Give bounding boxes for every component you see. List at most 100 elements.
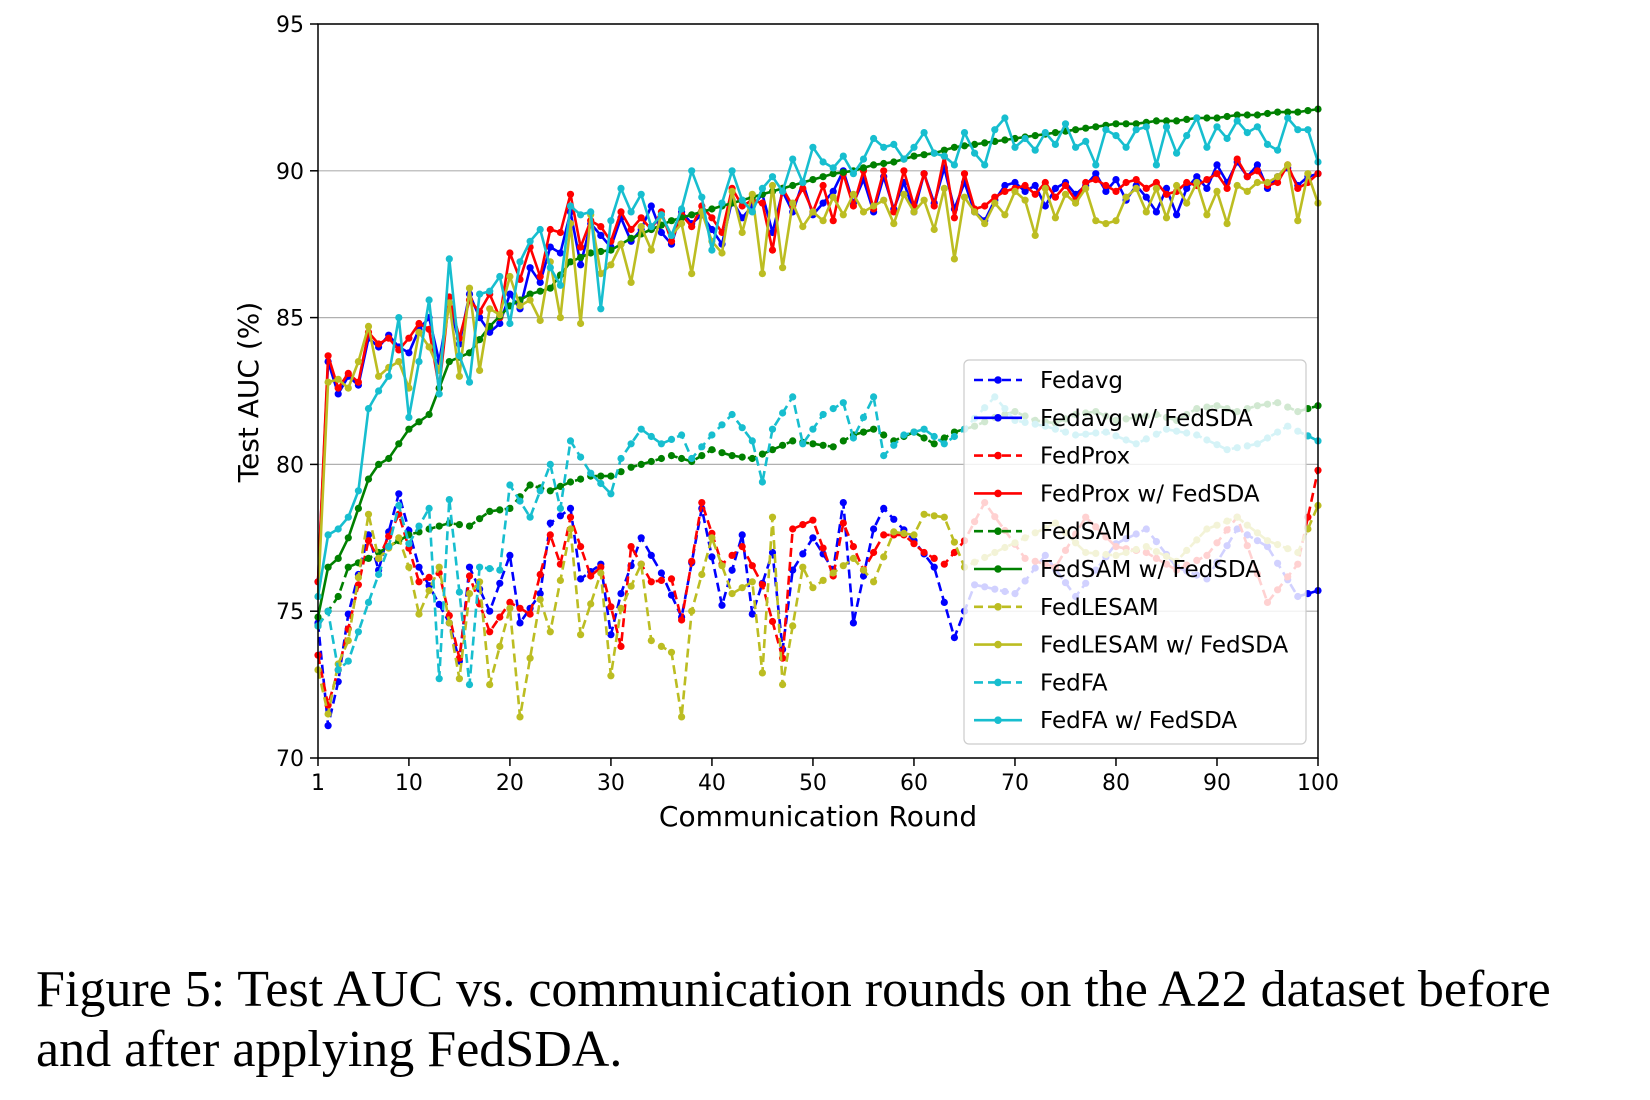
data-point	[516, 302, 524, 310]
data-point	[425, 587, 433, 595]
data-point	[546, 487, 554, 495]
data-point	[546, 225, 554, 234]
data-point	[748, 562, 756, 570]
data-point	[415, 563, 423, 571]
data-point	[364, 322, 373, 330]
data-point	[819, 217, 827, 225]
data-point	[678, 713, 686, 721]
data-point	[1122, 143, 1130, 151]
data-point	[617, 468, 625, 476]
data-point	[1082, 137, 1090, 145]
data-point	[1102, 126, 1110, 134]
data-point	[789, 525, 797, 533]
data-point	[364, 537, 373, 545]
data-point	[1213, 161, 1221, 169]
data-point	[829, 164, 837, 172]
data-point	[779, 441, 787, 449]
data-point	[779, 187, 787, 195]
data-point	[465, 563, 474, 571]
data-point	[627, 225, 635, 234]
data-point	[1233, 181, 1241, 190]
data-point	[789, 181, 797, 190]
data-point	[971, 208, 979, 216]
data-point	[1102, 220, 1110, 228]
data-point	[344, 369, 352, 377]
data-point	[1213, 170, 1221, 178]
data-point	[799, 223, 807, 231]
data-point	[1253, 161, 1261, 169]
data-point	[981, 220, 989, 228]
data-point	[940, 152, 948, 160]
data-point	[1253, 123, 1261, 131]
data-point	[698, 499, 706, 507]
data-point	[627, 440, 635, 448]
data-point	[354, 487, 362, 495]
data-point	[597, 472, 605, 480]
data-point	[1274, 108, 1282, 116]
data-point	[455, 352, 463, 360]
data-point	[1031, 181, 1039, 190]
data-point	[556, 504, 565, 512]
data-point	[849, 619, 858, 627]
data-point	[1031, 231, 1039, 239]
data-point	[880, 431, 888, 439]
data-point	[1051, 140, 1059, 148]
axis-ticks: 70 75 80 85 90 95 1 10 20 30 40 50 60 70 80 90 100	[276, 13, 1339, 796]
data-point	[405, 425, 413, 433]
data-point	[768, 425, 777, 433]
data-point	[809, 176, 817, 184]
data-point	[344, 513, 352, 521]
data-point	[859, 155, 868, 163]
data-point	[688, 167, 696, 175]
data-point	[526, 513, 534, 521]
data-point	[1162, 123, 1171, 131]
data-point	[607, 490, 615, 498]
data-point	[607, 603, 615, 611]
data-point	[1152, 178, 1160, 187]
data-point	[1001, 211, 1009, 219]
data-point	[435, 390, 443, 398]
data-point	[829, 187, 837, 195]
data-point	[1294, 217, 1302, 225]
data-point	[738, 196, 746, 204]
legend-marker	[994, 527, 1002, 535]
data-point	[1041, 178, 1049, 187]
data-point	[900, 431, 908, 439]
data-point	[859, 428, 868, 436]
data-point	[839, 437, 847, 445]
data-point	[1243, 187, 1251, 195]
data-point	[678, 431, 686, 439]
data-point	[385, 543, 393, 551]
data-point	[364, 510, 373, 518]
data-point	[829, 443, 837, 451]
data-point	[354, 358, 362, 366]
data-point	[476, 366, 484, 374]
data-point	[1092, 170, 1100, 178]
data-point	[465, 349, 474, 357]
data-point	[718, 562, 726, 570]
data-point	[486, 565, 494, 573]
data-point	[819, 173, 827, 181]
data-point	[566, 478, 575, 486]
data-point	[516, 713, 524, 721]
data-point	[748, 437, 756, 445]
data-point	[910, 208, 918, 216]
data-point	[657, 569, 666, 577]
data-point	[627, 208, 635, 216]
data-point	[738, 214, 746, 222]
data-point	[647, 432, 655, 441]
data-point	[1001, 187, 1009, 195]
data-point	[1102, 187, 1110, 195]
data-point	[950, 214, 959, 222]
data-point	[960, 142, 969, 150]
data-point	[425, 573, 433, 582]
data-point	[748, 208, 756, 216]
data-point	[839, 519, 847, 527]
data-point	[617, 604, 625, 612]
y-axis-title: Test AUC (%)	[232, 302, 265, 484]
data-point	[1193, 114, 1201, 122]
data-point	[637, 190, 645, 198]
data-point	[768, 617, 777, 626]
data-point	[415, 522, 423, 530]
data-point	[849, 434, 858, 442]
